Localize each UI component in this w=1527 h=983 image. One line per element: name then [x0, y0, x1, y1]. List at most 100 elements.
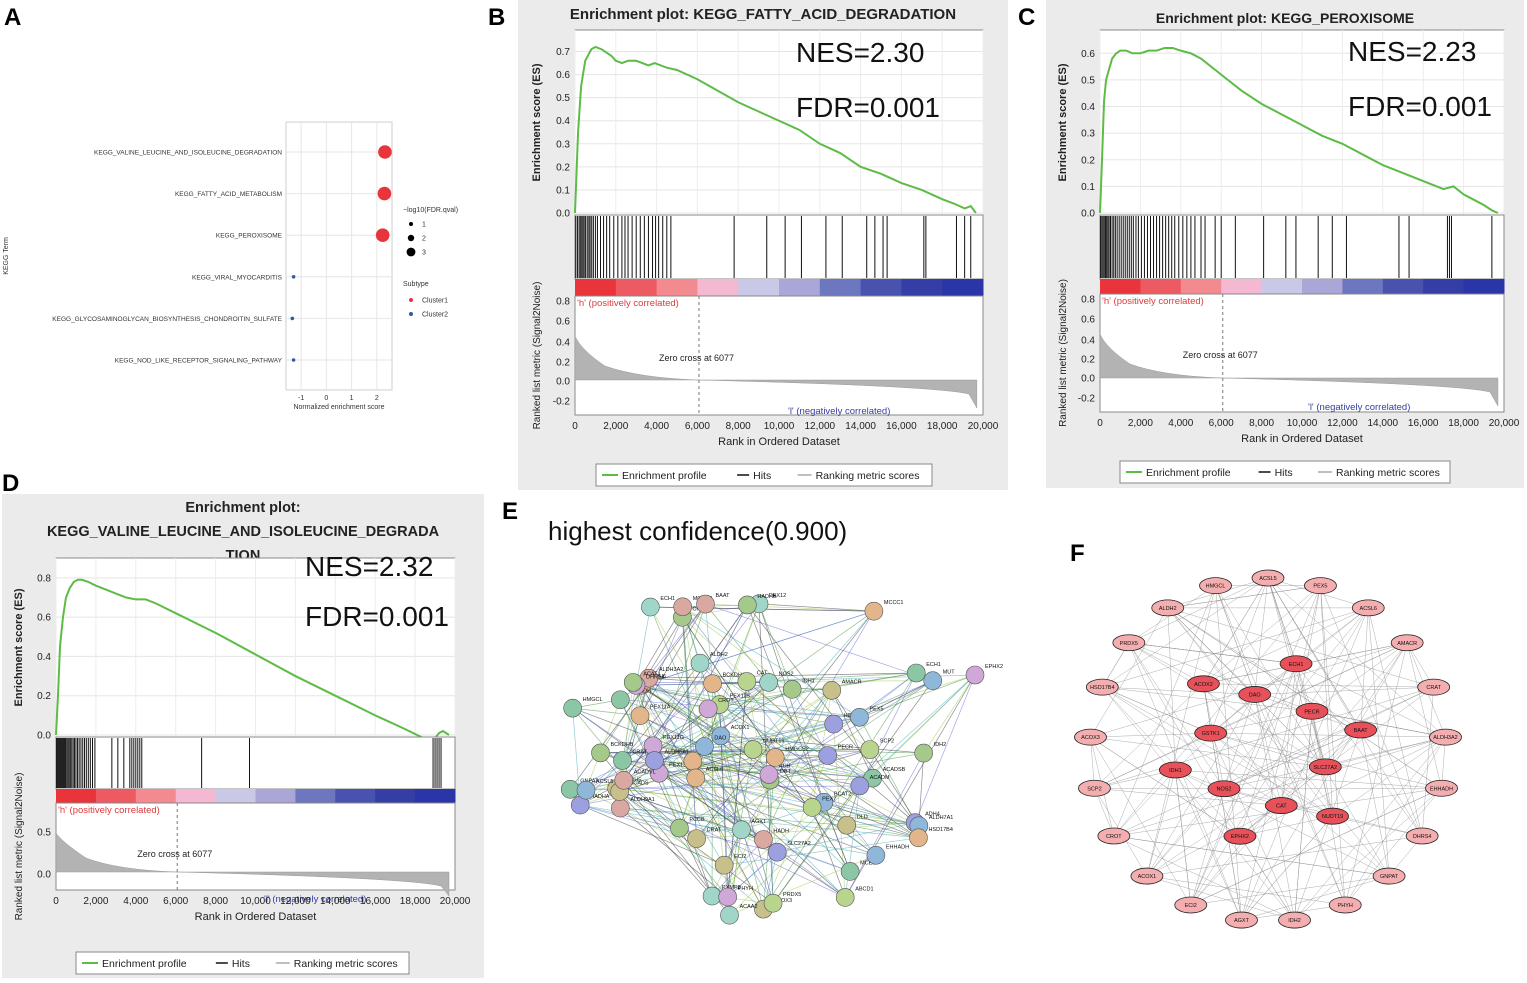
network-node-label: DHRS4	[1413, 834, 1432, 840]
y-tick-label: KEGG_NOD_LIKE_RECEPTOR_SIGNALING_PATHWAY	[115, 358, 283, 365]
x-tick-label: 16,000	[886, 421, 917, 432]
heat-segment	[861, 279, 902, 296]
dot	[378, 187, 392, 201]
network-edge	[1216, 586, 1346, 905]
x-tick-label: 1	[350, 395, 354, 402]
network-node-label: SLC27A2	[1314, 765, 1338, 771]
es-tick-label: 0.0	[556, 209, 570, 220]
x-tick-label: 18,000	[927, 421, 958, 432]
network-node-label: IDH2	[1288, 918, 1301, 924]
network-node-label: ACAT1	[643, 671, 660, 677]
network-node	[865, 602, 883, 620]
network-node-label: AGXT	[751, 819, 767, 825]
network-node-label: IDH1	[802, 678, 815, 684]
network-node-label: ECH1	[926, 662, 941, 668]
network-edge	[1191, 586, 1321, 905]
legend-ranking-label: Ranking metric scores	[1336, 467, 1440, 479]
network-node	[754, 830, 772, 848]
network-edge	[1090, 733, 1210, 737]
network-edge	[1407, 643, 1441, 789]
network-node	[760, 673, 778, 691]
network-node	[915, 744, 933, 762]
metric-tick-label: -0.2	[553, 397, 571, 408]
x-tick-label: -1	[298, 395, 304, 402]
es-tick-label: 0.6	[1081, 49, 1095, 60]
x-tick-label: 20,000	[440, 896, 471, 907]
panel-letter-a: A	[4, 4, 21, 32]
network-edge	[1102, 687, 1210, 733]
network-node-label: ACSL5	[596, 779, 613, 785]
es-tick-label: 0.7	[556, 47, 570, 58]
network-edge	[1102, 578, 1268, 687]
network-node	[783, 680, 801, 698]
metric-axis-label: Ranked list metric (Signal2Noise)	[1058, 279, 1069, 427]
heat-segment	[256, 789, 296, 803]
metric-tick-label: 0.0	[37, 870, 51, 881]
network-node	[823, 681, 841, 699]
network-node-label: AMACR	[842, 679, 862, 685]
string-network: highest confidence(0.900)BCKDHBBCAT2ADH5…	[520, 510, 1040, 940]
network-edge	[1147, 608, 1368, 876]
x-tick-label: 6,000	[685, 421, 710, 432]
heat-segment	[779, 279, 820, 296]
subtype-legend-dot	[409, 312, 413, 316]
network-node-label: ALDH2	[1159, 606, 1177, 612]
network-node	[641, 598, 659, 616]
network-node	[699, 700, 717, 718]
network-node	[861, 741, 879, 759]
network-edge	[586, 790, 724, 865]
x-tick-label: 12,000	[805, 421, 836, 432]
network-node-label: ALDH3A2	[659, 667, 683, 673]
network-node-label: HMGCL	[583, 697, 603, 703]
heat-segment	[1100, 279, 1141, 294]
network-edge	[1102, 687, 1281, 805]
network-node	[611, 799, 629, 817]
network-node-label: ECH1	[1289, 662, 1304, 668]
network-node-label: BAAT	[1354, 728, 1369, 734]
network-node-label: PEX5	[870, 706, 884, 712]
network-node-label: HADHB	[757, 594, 777, 600]
heat-segment	[136, 789, 176, 803]
network-node-label: BCKDHB	[610, 742, 633, 748]
network-node-label: NOS2	[779, 671, 794, 677]
size-legend-dot	[409, 222, 413, 226]
heat-segment	[575, 279, 616, 296]
network-node	[674, 598, 692, 616]
network-node-label: MUT	[943, 670, 956, 676]
x-tick-label: 2,000	[603, 421, 628, 432]
plot-area	[286, 122, 392, 390]
heat-segment	[1262, 279, 1303, 294]
es-tick-label: 0.0	[37, 731, 51, 742]
network-node-label: HMGCS2	[785, 746, 809, 752]
metric-tick-label: 0.2	[1081, 355, 1095, 366]
network-node-label: AMACR	[1397, 641, 1417, 647]
network-node-label: DBT	[780, 769, 792, 775]
network-node	[703, 887, 721, 905]
es-tick-label: 0.2	[556, 162, 570, 173]
x-axis-label: Rank in Ordered Dataset	[718, 436, 840, 448]
network-node	[819, 747, 837, 765]
heat-segment	[942, 279, 983, 296]
network-node	[691, 654, 709, 672]
network-node-label: ALDH3A2	[1433, 735, 1457, 741]
plot-title: Enrichment plot: KEGG_PEROXISOME	[1156, 10, 1414, 26]
x-tick-label: 10,000	[764, 421, 795, 432]
heat-segment	[216, 789, 256, 803]
dot	[378, 145, 392, 159]
network-title: highest confidence(0.900)	[548, 516, 847, 546]
es-tick-label: 0.5	[556, 93, 570, 104]
network-node-label: PHYH	[738, 886, 753, 892]
plot-title: Enrichment plot: KEGG_FATTY_ACID_DEGRADA…	[570, 6, 956, 23]
network-edge	[860, 675, 975, 786]
heat-segment	[1383, 279, 1424, 294]
network-node-label: ACSL6	[1360, 606, 1377, 612]
metric-tick-label: 0.8	[1081, 295, 1095, 306]
x-tick-label: 18,000	[400, 896, 431, 907]
metric-tick-label: 0.4	[1081, 336, 1095, 347]
network-edge	[1168, 608, 1176, 770]
network-edge	[1168, 608, 1442, 788]
network-node-label: ACADSB	[883, 767, 906, 773]
metric-tick-label: 0.0	[1081, 374, 1095, 385]
network-node	[615, 771, 633, 789]
heat-segment	[96, 789, 136, 803]
